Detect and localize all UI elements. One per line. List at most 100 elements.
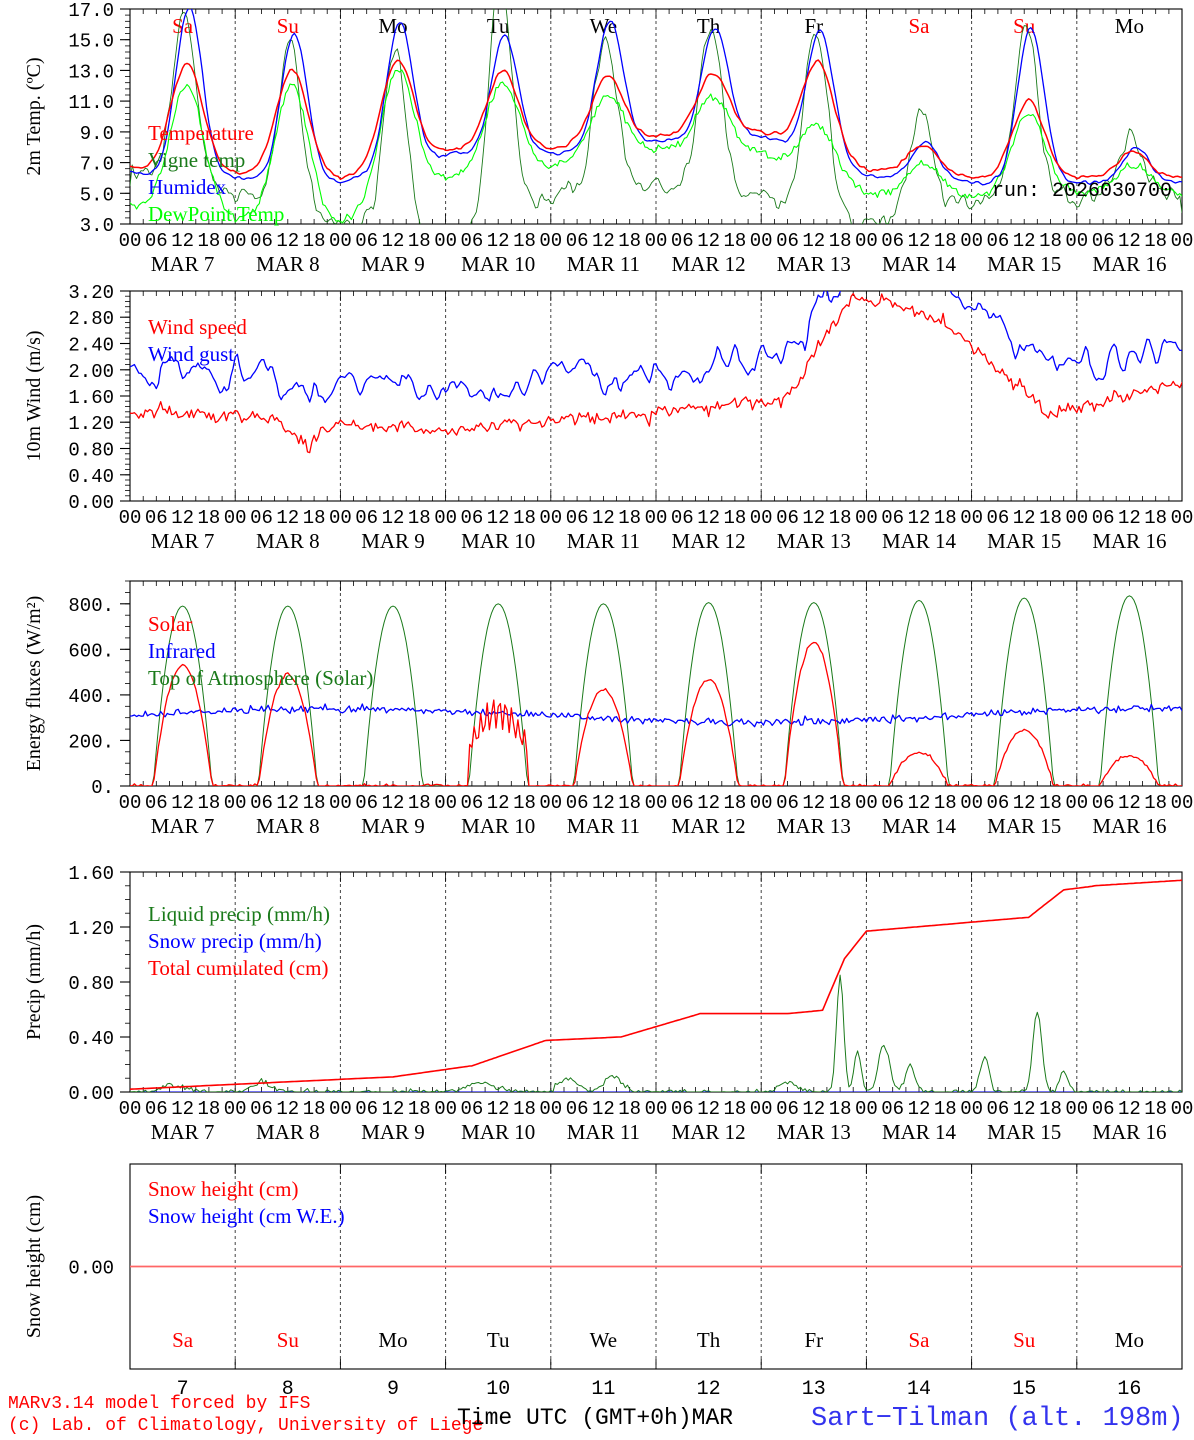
- svg-text:12: 12: [276, 507, 299, 529]
- svg-text:00: 00: [434, 1098, 457, 1120]
- svg-text:Temperature: Temperature: [148, 121, 254, 145]
- svg-text:5.0: 5.0: [80, 184, 114, 206]
- svg-text:12: 12: [1013, 1098, 1036, 1120]
- svg-text:12: 12: [382, 1098, 405, 1120]
- svg-text:18: 18: [934, 792, 957, 814]
- svg-text:00: 00: [1171, 507, 1194, 529]
- svg-text:18: 18: [618, 792, 641, 814]
- svg-text:18: 18: [829, 792, 852, 814]
- svg-text:18: 18: [829, 1098, 852, 1120]
- svg-text:18: 18: [723, 1098, 746, 1120]
- svg-text:Humidex: Humidex: [148, 175, 227, 199]
- svg-text:17.0: 17.0: [68, 0, 114, 22]
- svg-text:06: 06: [145, 1098, 168, 1120]
- svg-text:Wind gust: Wind gust: [148, 342, 234, 366]
- svg-text:18: 18: [513, 1098, 536, 1120]
- svg-text:MAR 16: MAR 16: [1092, 252, 1166, 276]
- svg-text:18: 18: [618, 1098, 641, 1120]
- svg-text:00: 00: [539, 230, 562, 252]
- svg-text:06: 06: [881, 507, 904, 529]
- svg-text:06: 06: [671, 792, 694, 814]
- svg-text:00: 00: [1171, 792, 1194, 814]
- svg-text:06: 06: [671, 1098, 694, 1120]
- svg-text:13.0: 13.0: [68, 61, 114, 83]
- svg-text:Precip (mm/h): Precip (mm/h): [23, 924, 45, 1040]
- svg-text:06: 06: [986, 792, 1009, 814]
- svg-text:MAR 9: MAR 9: [361, 1120, 425, 1144]
- svg-text:Liquid precip (mm/h): Liquid precip (mm/h): [148, 902, 330, 926]
- svg-text:7.0: 7.0: [80, 154, 114, 176]
- svg-text:18: 18: [303, 1098, 326, 1120]
- svg-text:12: 12: [697, 1378, 721, 1401]
- svg-text:18: 18: [197, 1098, 220, 1120]
- svg-text:MAR 15: MAR 15: [987, 252, 1061, 276]
- svg-text:MAR 12: MAR 12: [672, 814, 746, 838]
- svg-text:MAR 7: MAR 7: [151, 529, 215, 553]
- svg-text:Solar: Solar: [148, 612, 192, 636]
- svg-text:MAR 7: MAR 7: [151, 814, 215, 838]
- svg-text:16: 16: [1117, 1378, 1141, 1401]
- svg-text:Th: Th: [697, 1328, 721, 1352]
- svg-text:3.20: 3.20: [68, 282, 114, 304]
- svg-text:Energy fluxes (W/m²): Energy fluxes (W/m²): [23, 596, 45, 772]
- svg-text:9: 9: [387, 1378, 399, 1401]
- svg-text:12: 12: [1118, 1098, 1141, 1120]
- svg-text:Total cumulated (cm): Total cumulated (cm): [148, 956, 328, 980]
- svg-text:18: 18: [829, 230, 852, 252]
- svg-text:Sa: Sa: [172, 1328, 194, 1352]
- svg-text:Top of Atmosphere (Solar): Top of Atmosphere (Solar): [148, 666, 373, 690]
- svg-text:MAR 8: MAR 8: [256, 1120, 320, 1144]
- svg-text:00: 00: [645, 230, 668, 252]
- svg-text:00: 00: [960, 1098, 983, 1120]
- svg-text:0.80: 0.80: [68, 440, 114, 462]
- svg-text:06: 06: [986, 1098, 1009, 1120]
- svg-text:00: 00: [750, 230, 773, 252]
- svg-text:18: 18: [723, 792, 746, 814]
- svg-text:00: 00: [855, 792, 878, 814]
- svg-text:06: 06: [250, 792, 273, 814]
- svg-text:Mo: Mo: [378, 1328, 407, 1352]
- svg-text:12: 12: [908, 230, 931, 252]
- svg-text:12: 12: [908, 1098, 931, 1120]
- svg-text:12: 12: [171, 1098, 194, 1120]
- svg-text:18: 18: [513, 792, 536, 814]
- svg-text:MAR 16: MAR 16: [1092, 1120, 1166, 1144]
- svg-text:00: 00: [1065, 1098, 1088, 1120]
- svg-text:14: 14: [907, 1378, 931, 1401]
- svg-text:06: 06: [776, 230, 799, 252]
- svg-text:06: 06: [355, 507, 378, 529]
- svg-text:12: 12: [697, 1098, 720, 1120]
- svg-text:06: 06: [460, 507, 483, 529]
- svg-text:00: 00: [645, 792, 668, 814]
- svg-text:12: 12: [592, 507, 615, 529]
- svg-text:12: 12: [487, 507, 510, 529]
- svg-text:MAR 14: MAR 14: [882, 529, 957, 553]
- svg-text:12: 12: [592, 230, 615, 252]
- svg-text:MAR 12: MAR 12: [672, 252, 746, 276]
- svg-text:MAR 11: MAR 11: [567, 252, 640, 276]
- svg-text:Sart−Tilman (alt. 198m): Sart−Tilman (alt. 198m): [811, 1404, 1184, 1434]
- svg-text:9.0: 9.0: [80, 123, 114, 145]
- svg-text:00: 00: [224, 792, 247, 814]
- svg-text:18: 18: [197, 507, 220, 529]
- svg-text:12: 12: [171, 230, 194, 252]
- svg-text:18: 18: [1039, 507, 1062, 529]
- svg-text:18: 18: [303, 230, 326, 252]
- svg-text:DewPoint Temp: DewPoint Temp: [148, 202, 284, 226]
- svg-text:Wind speed: Wind speed: [148, 315, 247, 339]
- svg-text:800.: 800.: [68, 595, 114, 617]
- svg-text:MAR 14: MAR 14: [882, 252, 957, 276]
- svg-text:00: 00: [119, 507, 142, 529]
- svg-text:15.0: 15.0: [68, 31, 114, 53]
- svg-text:12: 12: [382, 507, 405, 529]
- svg-text:18: 18: [618, 507, 641, 529]
- svg-text:600.: 600.: [68, 640, 114, 662]
- svg-text:00: 00: [224, 1098, 247, 1120]
- svg-text:18: 18: [408, 1098, 431, 1120]
- svg-text:1.60: 1.60: [68, 387, 114, 409]
- svg-text:00: 00: [539, 792, 562, 814]
- svg-text:12: 12: [1013, 792, 1036, 814]
- svg-text:00: 00: [1065, 792, 1088, 814]
- svg-text:00: 00: [434, 507, 457, 529]
- svg-text:0.00: 0.00: [68, 1258, 114, 1280]
